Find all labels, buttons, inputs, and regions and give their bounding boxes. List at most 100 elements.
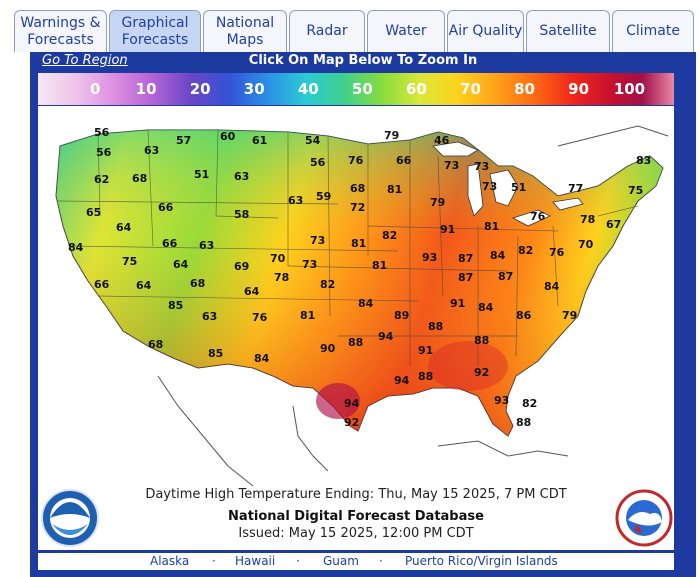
temp-label: 85 <box>208 347 223 360</box>
temp-label: 89 <box>394 309 409 322</box>
temp-label: 85 <box>168 299 183 312</box>
temp-label: 90 <box>320 342 336 355</box>
scale-label: 20 <box>189 80 211 98</box>
link-alaska[interactable]: Alaska <box>150 554 190 568</box>
temp-label: 88 <box>516 416 531 429</box>
temp-label: 61 <box>252 134 267 147</box>
temp-label: 83 <box>636 154 651 167</box>
temp-label: 87 <box>458 252 473 265</box>
scale-label: 30 <box>243 80 265 98</box>
temp-label: 81 <box>351 237 366 250</box>
temp-label: 68 <box>132 172 147 185</box>
temp-label: 63 <box>202 310 217 323</box>
temp-label: 88 <box>418 370 433 383</box>
temp-label: 94 <box>394 374 410 387</box>
nav-tabs: Warnings & Forecasts Graphical Forecasts N… <box>14 10 696 52</box>
temp-label: 62 <box>94 173 109 186</box>
temp-label: 82 <box>522 397 537 410</box>
separator: · <box>212 554 216 568</box>
temp-label: 81 <box>372 259 387 272</box>
temp-label: 63 <box>234 170 249 183</box>
temp-label: 64 <box>244 285 260 298</box>
link-guam[interactable]: Guam <box>323 554 359 568</box>
temp-label: 94 <box>344 397 360 410</box>
temp-label: 91 <box>418 344 433 357</box>
temp-label: 86 <box>516 309 532 322</box>
temp-label: 69 <box>234 260 249 273</box>
temp-label: 73 <box>310 234 325 247</box>
temp-label: 54 <box>305 134 321 147</box>
temp-label: 75 <box>122 255 137 268</box>
tab-national-maps[interactable]: National Maps <box>203 10 287 52</box>
temp-label: 79 <box>430 196 445 209</box>
temp-label: 66 <box>158 201 174 214</box>
temp-label: 73 <box>482 180 497 193</box>
map-caption: Daytime High Temperature Ending: Thu, Ma… <box>145 487 567 502</box>
nws-logo <box>615 489 673 547</box>
tab-air-quality[interactable]: Air Quality <box>447 10 524 52</box>
temp-label: 76 <box>252 311 268 324</box>
temp-label: 84 <box>68 241 84 254</box>
temp-label: 68 <box>190 277 205 290</box>
temp-label: 67 <box>606 218 621 231</box>
temp-label: 88 <box>474 334 489 347</box>
temp-label: 88 <box>348 336 363 349</box>
temperature-color-scale: 0 10 20 30 40 50 60 70 80 90 100 <box>38 73 674 105</box>
us-map-svg[interactable]: 56 57 60 61 54 79 46 56 63 56 76 66 73 7… <box>38 106 674 550</box>
scale-label: 100 <box>613 80 646 98</box>
temp-label: 93 <box>422 251 437 264</box>
tab-satellite[interactable]: Satellite <box>526 10 610 52</box>
scale-label: 60 <box>405 80 427 98</box>
temp-label: 58 <box>234 208 249 221</box>
tab-climate[interactable]: Climate <box>612 10 694 52</box>
temp-label: 93 <box>494 394 509 407</box>
scale-label: 80 <box>514 80 535 98</box>
temp-label: 60 <box>220 130 236 143</box>
temp-label: 46 <box>434 134 450 147</box>
temp-label: 79 <box>384 129 399 142</box>
go-to-region-link[interactable]: Go To Region <box>42 53 128 68</box>
temp-label: 84 <box>478 301 494 314</box>
link-puerto-rico-virgin-islands[interactable]: Puerto Rico/Virgin Islands <box>405 554 558 568</box>
temp-label: 76 <box>530 210 546 223</box>
temp-label: 94 <box>378 330 394 343</box>
tab-water[interactable]: Water <box>367 10 445 52</box>
temp-label: 76 <box>348 154 364 167</box>
temp-label: 79 <box>562 309 577 322</box>
noaa-logo <box>41 489 99 547</box>
temp-label: 78 <box>274 271 289 284</box>
temperature-map[interactable]: 56 57 60 61 54 79 46 56 63 56 76 66 73 7… <box>38 106 674 550</box>
temp-label: 59 <box>316 190 331 203</box>
temp-label: 88 <box>428 320 443 333</box>
temp-label: 63 <box>144 144 159 157</box>
temp-label: 56 <box>94 126 110 139</box>
tab-graphical-forecasts[interactable]: Graphical Forecasts <box>109 10 201 52</box>
temp-label: 84 <box>358 297 374 310</box>
temp-label: 75 <box>628 184 643 197</box>
issued-time: Issued: May 15 2025, 12:00 PM CDT <box>238 526 474 541</box>
temp-label: 63 <box>199 239 214 252</box>
temp-label: 64 <box>136 279 152 292</box>
temp-label: 70 <box>578 238 594 251</box>
temp-label: 64 <box>173 258 189 271</box>
temp-label: 63 <box>288 194 303 207</box>
temp-label: 65 <box>86 206 101 219</box>
temp-label: 66 <box>396 154 412 167</box>
scale-label: 70 <box>460 80 481 98</box>
zoom-instruction: Click On Map Below To Zoom In <box>248 53 478 68</box>
temp-label: 51 <box>511 181 526 194</box>
temp-label: 87 <box>498 270 513 283</box>
temp-label: 77 <box>568 182 583 195</box>
great-lakes <box>432 141 584 227</box>
tab-radar[interactable]: Radar <box>289 10 365 52</box>
temperature-labels: 56 57 60 61 54 79 46 56 63 56 76 66 73 7… <box>68 126 651 429</box>
temp-label: 84 <box>254 352 270 365</box>
temp-label: 56 <box>96 146 112 159</box>
tab-warnings-forecasts[interactable]: Warnings & Forecasts <box>14 10 107 52</box>
scale-label: 0 <box>90 80 101 98</box>
temp-label: 57 <box>176 134 191 147</box>
link-hawaii[interactable]: Hawaii <box>235 554 276 568</box>
scale-label: 50 <box>351 80 373 98</box>
temp-label: 51 <box>194 168 209 181</box>
temp-label: 91 <box>450 297 465 310</box>
